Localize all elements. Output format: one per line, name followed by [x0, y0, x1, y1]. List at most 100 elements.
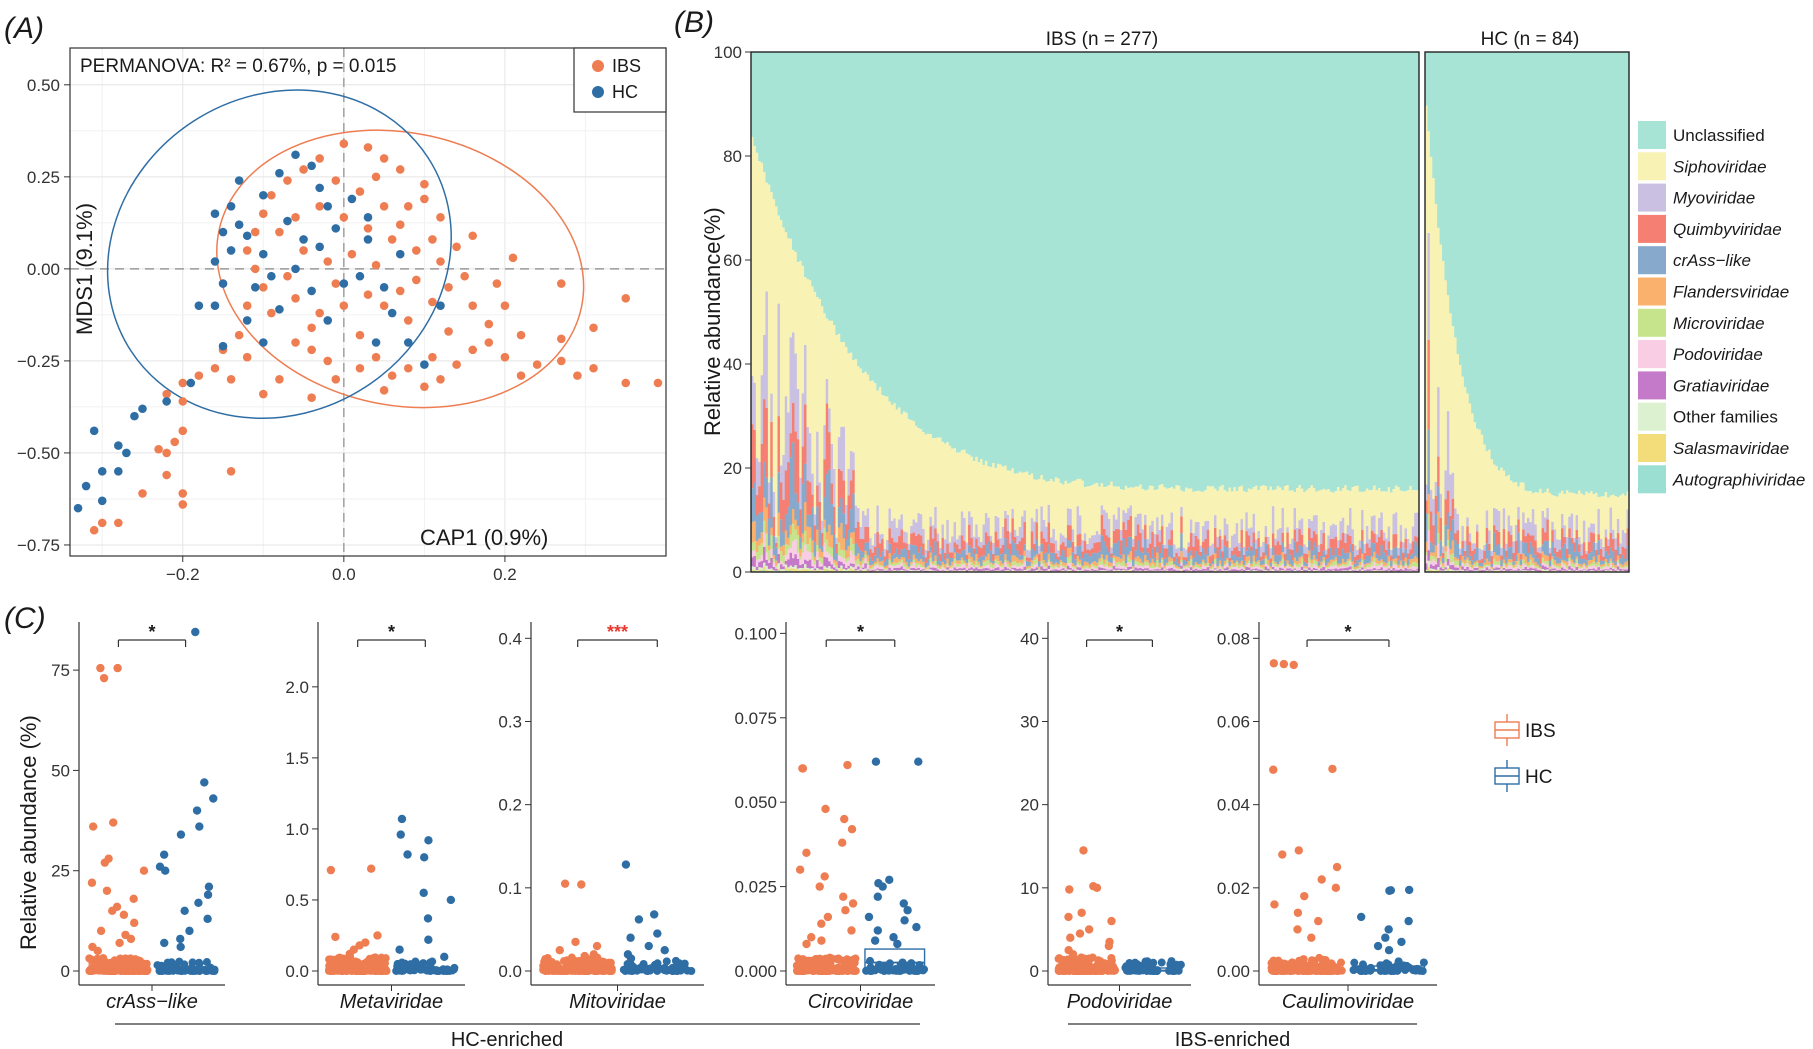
stack-segment-flandersviridae — [927, 565, 930, 567]
stack-segment-myoviridae — [919, 514, 923, 536]
stack-segment-gratiaviridae — [999, 569, 1003, 571]
stack-segment-siphoviridae — [1570, 492, 1574, 514]
stack-segment-gratiaviridae — [1324, 570, 1328, 572]
stack-segment-siphoviridae — [1621, 493, 1625, 531]
stack-segment-flandersviridae — [1245, 556, 1249, 564]
stack-segment-microviridae — [1262, 567, 1266, 571]
stack-segment-siphoviridae — [1507, 474, 1511, 516]
stack-segment-podoviridae — [1216, 568, 1220, 571]
stack-segment-microviridae — [1279, 562, 1282, 566]
stack-segment-myoviridae — [1507, 515, 1511, 532]
stack-segment-crass-like — [905, 549, 909, 563]
stack-segment-unclassified — [1495, 52, 1499, 467]
stack-segment-gratiaviridae — [751, 557, 754, 567]
stack-segment-crass-like — [1276, 555, 1280, 565]
stack-segment-crass-like — [1519, 559, 1523, 565]
stack-segment-gratiaviridae — [980, 569, 983, 572]
stack-segment-siphoviridae — [977, 462, 981, 537]
stack-segment-microviridae — [1110, 565, 1114, 568]
legend-label: Podoviridae — [1673, 345, 1763, 364]
stack-segment-siphoviridae — [1045, 481, 1049, 527]
stack-segment-other-families — [1271, 569, 1275, 571]
stack-segment-podoviridae — [1565, 568, 1569, 571]
stack-segment-quimbyviridae — [1536, 552, 1540, 559]
stack-segment-microviridae — [977, 564, 981, 568]
stack-segment-microviridae — [1595, 564, 1598, 568]
stack-segment-podoviridae — [1468, 567, 1472, 570]
stack-segment-siphoviridae — [1267, 490, 1270, 537]
stack-segment-crass-like — [958, 553, 962, 561]
stack-segment-gratiaviridae — [869, 570, 872, 572]
stack-segment-flandersviridae — [1582, 562, 1586, 565]
stack-segment-crass-like — [1274, 554, 1278, 562]
stack-segment-microviridae — [813, 560, 817, 565]
stack-segment-flandersviridae — [1127, 554, 1131, 557]
stack-segment-myoviridae — [1009, 532, 1012, 544]
stack-segment-quimbyviridae — [1042, 538, 1046, 554]
stack-segment-crass-like — [1088, 556, 1092, 565]
stack-segment-unclassified — [1076, 52, 1080, 479]
stack-segment-salasmaviridae — [816, 570, 819, 572]
stack-segment-myoviridae — [1451, 472, 1455, 499]
point-ibs — [653, 378, 663, 388]
stack-segment-flandersviridae — [1531, 557, 1535, 564]
stack-segment-quimbyviridae — [806, 480, 810, 515]
stack-segment-crass-like — [996, 547, 1000, 556]
stack-segment-salasmaviridae — [953, 570, 957, 572]
stack-segment-unclassified — [758, 52, 762, 162]
stack-segment-unclassified — [1132, 52, 1135, 488]
stack-segment-myoviridae — [763, 335, 766, 400]
stack-segment-siphoviridae — [989, 467, 993, 536]
stack-segment-siphoviridae — [1071, 481, 1075, 530]
stack-segment-microviridae — [1286, 564, 1290, 566]
stack-segment-quimbyviridae — [1539, 553, 1542, 564]
stack-segment-crass-like — [799, 537, 803, 549]
stack-segment-microviridae — [1153, 566, 1157, 569]
stack-segment-quimbyviridae — [970, 538, 974, 548]
stack-segment-unclassified — [1122, 52, 1126, 491]
stack-segment-microviridae — [895, 562, 899, 566]
stack-segment-other-families — [1616, 569, 1620, 572]
stack-segment-siphoviridae — [765, 182, 769, 292]
stack-segment-gratiaviridae — [1599, 569, 1603, 571]
stack-segment-unclassified — [1437, 52, 1440, 228]
stack-segment-microviridae — [1524, 563, 1528, 566]
stack-segment-crass-like — [1264, 543, 1268, 556]
stack-segment-gratiaviridae — [1259, 569, 1263, 572]
stack-segment-gratiaviridae — [1493, 568, 1496, 571]
stack-segment-podoviridae — [912, 562, 916, 568]
stack-segment-gratiaviridae — [1626, 569, 1630, 572]
stack-segment-quimbyviridae — [1493, 525, 1496, 533]
stack-segment-microviridae — [1093, 565, 1097, 568]
stack-segment-quimbyviridae — [1480, 558, 1484, 564]
stack-segment-crass-like — [1054, 558, 1058, 563]
stack-segment-siphoviridae — [1013, 473, 1017, 530]
stack-segment-flandersviridae — [1539, 566, 1542, 569]
stack-segment-podoviridae — [1402, 568, 1405, 571]
stack-segment-flandersviridae — [1057, 564, 1061, 567]
stack-segment-quimbyviridae — [907, 549, 911, 560]
stack-segment-unclassified — [820, 52, 824, 307]
stack-segment-podoviridae — [1308, 562, 1311, 568]
stack-segment-quimbyviridae — [775, 542, 778, 548]
stack-segment-podoviridae — [1394, 565, 1398, 570]
stack-segment-unclassified — [912, 52, 916, 422]
stack-segment-gratiaviridae — [1088, 570, 1092, 571]
point-ibs — [436, 257, 445, 266]
stack-segment-unclassified — [1071, 52, 1075, 482]
stack-segment-podoviridae — [1312, 564, 1316, 568]
stack-segment-podoviridae — [893, 566, 897, 568]
stack-segment-microviridae — [854, 560, 858, 566]
stack-segment-podoviridae — [1009, 568, 1012, 570]
stack-segment-siphoviridae — [1066, 483, 1070, 509]
stack-segment-microviridae — [1103, 564, 1106, 567]
stack-segment-crass-like — [1001, 552, 1005, 564]
stack-segment-quimbyviridae — [1346, 534, 1350, 553]
stack-segment-microviridae — [1129, 559, 1133, 563]
stack-segment-gratiaviridae — [968, 568, 971, 571]
stack-segment-gratiaviridae — [1030, 568, 1034, 572]
stack-segment-crass-like — [1351, 551, 1355, 562]
stack-segment-flandersviridae — [799, 548, 803, 557]
stack-segment-unclassified — [1505, 52, 1508, 477]
point-ibs — [170, 437, 180, 447]
